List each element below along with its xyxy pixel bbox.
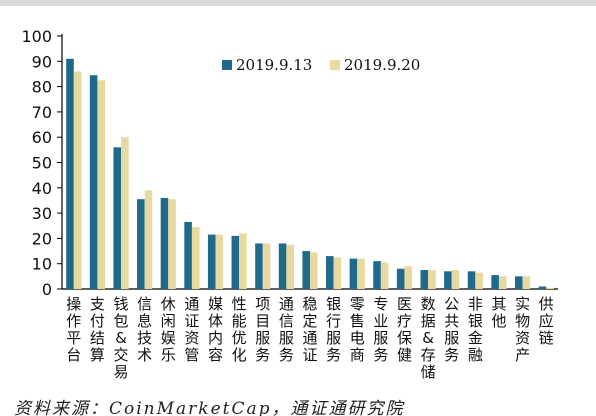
y-tick-label: 70: [32, 103, 52, 122]
bar-s2-1: [97, 80, 106, 290]
bar-s1-20: [538, 286, 547, 289]
bar-s1-10: [302, 251, 310, 289]
bar-s1-13: [373, 261, 381, 289]
bar-chart: 0 10 20 30 40 50 60 70 80 90 100 操作平台支付结算钱包&交易信息技术休…: [21, 27, 558, 381]
bar-s2-14: [404, 266, 413, 289]
legend-swatch-1: [222, 60, 232, 70]
top-border: [0, 0, 596, 6]
bar-s2-15: [428, 270, 436, 289]
bar-s1-9: [278, 243, 287, 289]
x-tick-label: 休闲娱乐: [161, 295, 176, 364]
bar-s1-7: [231, 235, 240, 289]
y-tick-label: 30: [32, 204, 52, 223]
bar-s2-19: [522, 276, 531, 289]
x-tick-label: 稳定通证: [302, 295, 317, 364]
x-tick-label: 数据&存储: [421, 295, 436, 381]
x-tick-label: 非银金融: [468, 295, 483, 364]
y-tick-label: 60: [32, 128, 52, 147]
y-tick-label: 0: [42, 280, 52, 299]
bar-s1-14: [396, 268, 405, 289]
bar-s2-16: [451, 270, 460, 289]
bar-s1-18: [491, 275, 499, 289]
x-tick-label: 支付结算: [90, 295, 105, 364]
bar-s2-2: [121, 137, 129, 289]
bar-s2-3: [144, 190, 153, 289]
x-tick-label: 零售电商: [350, 295, 365, 364]
x-tick-label: 通信服务: [279, 295, 294, 364]
bar-s1-12: [349, 258, 358, 289]
y-tick-label: 80: [32, 78, 52, 97]
x-tick-label: 性能优化: [232, 295, 247, 364]
bar-s2-20: [546, 287, 554, 289]
bar-s1-5: [184, 221, 192, 289]
bar-s2-6: [215, 234, 224, 289]
bar-s2-9: [286, 244, 294, 289]
bar-s2-8: [262, 243, 271, 289]
x-tick-label: 通证资管: [184, 295, 199, 364]
x-tick-label: 专业服务: [373, 295, 388, 364]
legend-label-2: 2019.9.20: [344, 56, 420, 74]
y-tick-label: 40: [32, 179, 52, 198]
bar-s2-17: [475, 272, 483, 289]
x-tick-label: 其他: [491, 295, 506, 330]
bar-s2-5: [191, 227, 200, 289]
bar-s2-11: [333, 257, 342, 289]
x-tick-label: 实物资产: [515, 295, 530, 364]
bar-s1-19: [514, 276, 523, 289]
bar-s1-1: [89, 75, 98, 289]
source-note: 资料来源：CoinMarketCap，通证通研究院: [14, 399, 405, 416]
legend-label-1: 2019.9.13: [236, 56, 312, 74]
bar-s1-2: [113, 147, 122, 289]
bar-s1-17: [467, 271, 476, 289]
bar-s2-0: [73, 71, 82, 289]
y-tick-label: 50: [32, 154, 52, 173]
x-tick-label: 信息技术: [137, 295, 152, 364]
x-tick-label: 项目服务: [255, 295, 270, 364]
x-tick-label: 操作平台: [66, 295, 81, 364]
y-tick-label: 20: [32, 229, 52, 248]
bar-s1-15: [420, 270, 429, 289]
legend-swatch-2: [330, 60, 340, 70]
x-tick-label: 银行服务: [326, 295, 341, 364]
bar-s1-11: [326, 256, 334, 289]
bar-s2-7: [239, 233, 247, 289]
x-tick-label: 医疗保健: [397, 295, 412, 364]
bar-s1-0: [66, 58, 74, 289]
x-tick-label: 媒体内容: [208, 295, 223, 364]
bar-s2-18: [498, 276, 507, 289]
x-tick-label: 钱包&交易: [114, 295, 129, 381]
bar-s1-6: [207, 234, 216, 289]
y-tick-label: 100: [21, 27, 52, 46]
bar-s1-4: [160, 197, 169, 289]
x-tick-label: 公共服务: [444, 295, 459, 364]
bar-s1-8: [255, 243, 263, 289]
bar-s2-13: [380, 262, 389, 289]
bar-s2-12: [357, 258, 365, 289]
y-tick-label: 90: [32, 52, 52, 71]
bar-s2-10: [310, 252, 318, 289]
y-tick-label: 10: [32, 255, 52, 274]
bar-s2-4: [168, 199, 176, 289]
bar-s1-3: [137, 199, 145, 289]
bar-s1-16: [444, 271, 452, 289]
x-tick-label: 供应链: [539, 295, 554, 347]
